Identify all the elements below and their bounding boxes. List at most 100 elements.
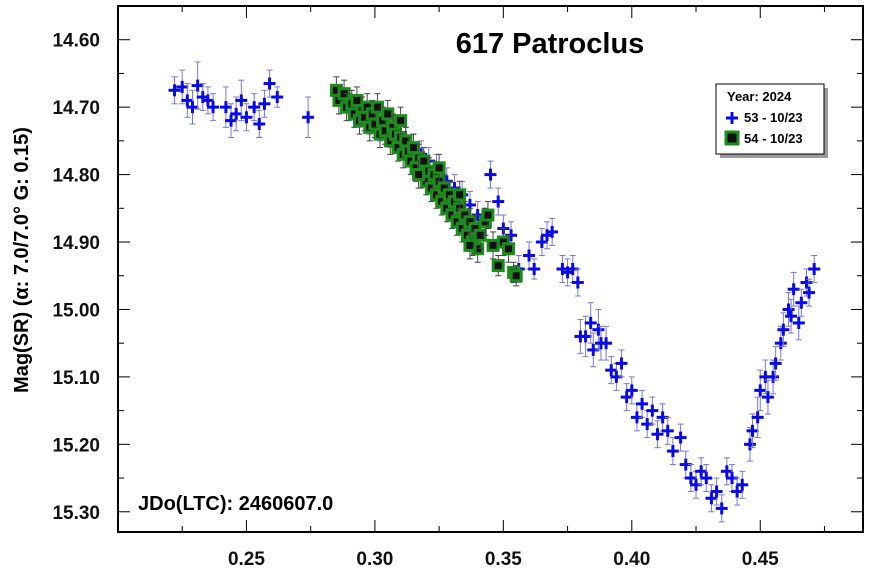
data-point bbox=[207, 93, 220, 122]
square-marker bbox=[463, 238, 477, 252]
data-point bbox=[695, 457, 708, 486]
data-point bbox=[777, 312, 790, 348]
data-point bbox=[535, 228, 548, 257]
data-point bbox=[592, 308, 605, 351]
data-point bbox=[491, 255, 505, 277]
data-point bbox=[700, 464, 713, 493]
y-axis: 14.60 14.70 14.80 14.90 15.00 15.10 15.20 15.30 bbox=[52, 31, 863, 524]
data-point bbox=[795, 288, 808, 317]
x-tick-label: 0.40 bbox=[613, 549, 650, 570]
x-tick-label: 0.35 bbox=[485, 549, 522, 570]
data-point bbox=[253, 110, 266, 138]
data-point bbox=[785, 298, 798, 334]
x-tick-label: 0.45 bbox=[742, 549, 779, 570]
data-point bbox=[240, 103, 253, 132]
y-tick-label: 14.80 bbox=[52, 166, 100, 187]
data-point bbox=[615, 349, 628, 378]
data-point bbox=[463, 231, 477, 260]
y-tick-label: 14.70 bbox=[52, 98, 100, 119]
square-marker bbox=[486, 238, 500, 252]
data-point bbox=[302, 96, 315, 138]
data-point bbox=[484, 160, 497, 189]
data-point bbox=[746, 413, 759, 449]
square-marker bbox=[491, 259, 505, 273]
y-tick-label: 15.30 bbox=[52, 503, 100, 524]
data-point bbox=[715, 494, 728, 523]
data-point bbox=[808, 255, 821, 283]
data-point bbox=[230, 96, 243, 132]
x-tick-label: 0.30 bbox=[356, 549, 393, 570]
square-marker bbox=[453, 188, 467, 202]
legend-title: Year: 2024 bbox=[727, 89, 792, 104]
legend-marker-plus bbox=[726, 112, 738, 124]
data-point bbox=[528, 258, 541, 280]
data-point bbox=[731, 477, 744, 506]
data-point bbox=[492, 187, 505, 216]
data-point bbox=[509, 265, 523, 287]
data-point bbox=[803, 278, 816, 307]
data-point bbox=[176, 69, 189, 105]
data-point bbox=[774, 325, 787, 361]
legend: Year: 2024 53 - 10/23 54 - 10/23 bbox=[715, 83, 828, 158]
data-point bbox=[453, 180, 467, 209]
data-point bbox=[782, 292, 795, 327]
data-point bbox=[651, 420, 664, 449]
data-point bbox=[787, 271, 800, 307]
data-point bbox=[620, 383, 633, 412]
data-point bbox=[736, 470, 749, 499]
data-point bbox=[636, 389, 649, 418]
data-point bbox=[720, 457, 733, 486]
data-point bbox=[710, 477, 723, 506]
legend-entry-53: 53 - 10/23 bbox=[744, 110, 803, 125]
x-axis: 0.25 0.30 0.35 0.40 0.45 bbox=[181, 6, 825, 570]
data-point bbox=[684, 464, 697, 493]
y-tick-label: 15.00 bbox=[52, 300, 100, 321]
data-point bbox=[674, 423, 687, 452]
data-point bbox=[271, 86, 284, 108]
y-tick-label: 15.20 bbox=[52, 435, 100, 456]
data-point bbox=[769, 346, 782, 381]
data-point bbox=[679, 450, 692, 479]
data-point bbox=[751, 396, 764, 439]
series-54 bbox=[329, 76, 523, 287]
data-point bbox=[235, 79, 248, 122]
data-point bbox=[584, 302, 597, 344]
data-point bbox=[605, 356, 618, 385]
data-point bbox=[225, 103, 238, 138]
y-tick-label: 14.60 bbox=[52, 31, 100, 52]
legend-marker-square bbox=[724, 130, 740, 146]
data-point bbox=[661, 416, 674, 445]
data-point bbox=[666, 437, 679, 466]
square-marker bbox=[394, 114, 408, 128]
jd-annotation: JDo(LTC): 2460607.0 bbox=[138, 493, 333, 515]
data-point bbox=[767, 359, 780, 395]
data-point bbox=[168, 76, 181, 105]
y-axis-label: Mag(SR) (α: 7.0/7.0° G: 0.15) bbox=[11, 127, 33, 393]
legend-entry-54: 54 - 10/23 bbox=[744, 131, 803, 146]
data-point bbox=[432, 153, 446, 182]
data-point bbox=[571, 268, 584, 297]
data-point bbox=[600, 325, 613, 361]
data-point bbox=[191, 61, 204, 110]
data-point bbox=[186, 89, 199, 125]
x-tick-label: 0.25 bbox=[228, 549, 265, 570]
data-point bbox=[201, 86, 214, 115]
data-point bbox=[394, 106, 408, 135]
square-marker bbox=[501, 242, 515, 256]
data-point bbox=[248, 93, 261, 122]
data-points bbox=[168, 61, 821, 523]
data-point bbox=[481, 201, 495, 230]
data-point bbox=[412, 160, 426, 189]
y-tick-label: 14.90 bbox=[52, 233, 100, 254]
data-point bbox=[625, 376, 638, 405]
data-point bbox=[501, 234, 515, 263]
square-marker bbox=[412, 168, 426, 182]
data-point bbox=[792, 305, 805, 341]
data-point bbox=[181, 83, 194, 118]
data-point bbox=[546, 217, 559, 246]
data-point bbox=[523, 241, 536, 270]
chart-title: 617 Patroclus bbox=[456, 28, 645, 60]
square-marker bbox=[481, 208, 495, 222]
square-marker bbox=[509, 269, 523, 283]
